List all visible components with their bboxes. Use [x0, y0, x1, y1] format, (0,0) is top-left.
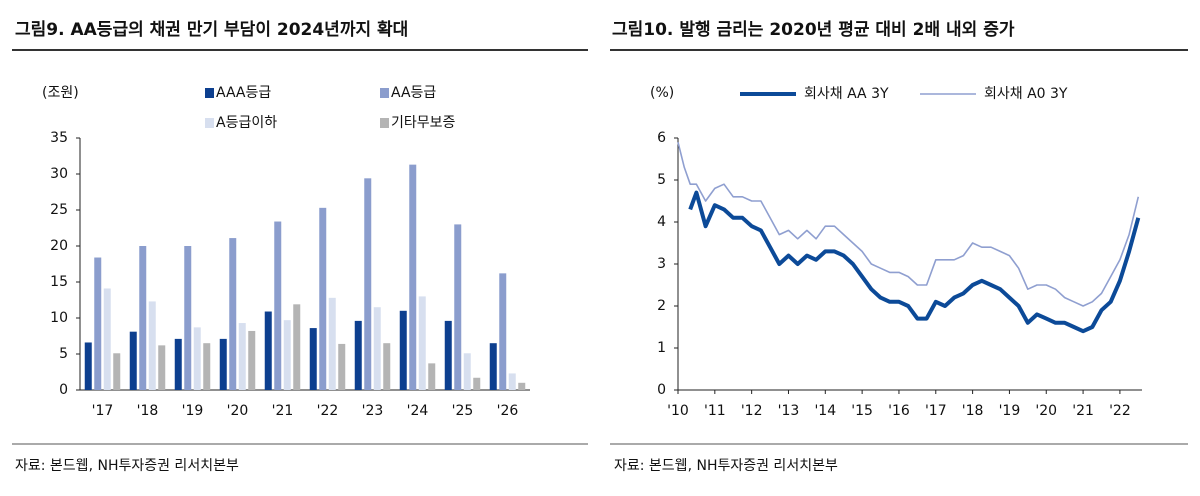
bar	[174, 338, 182, 390]
legend-swatch	[205, 88, 214, 98]
y-tick-label: 0	[657, 382, 666, 398]
bar	[399, 310, 407, 390]
bar	[444, 320, 452, 390]
x-tick-label: '25	[452, 403, 474, 419]
bar	[129, 331, 137, 390]
line-series	[677, 142, 1140, 307]
x-tick-label: '19	[182, 403, 204, 419]
x-tick-label: '12	[741, 403, 763, 419]
legend-label: 기타무보증	[391, 115, 456, 131]
x-tick-label: '22	[317, 403, 339, 419]
y-tick-label: 6	[657, 130, 666, 146]
bar	[103, 288, 111, 390]
bar	[84, 342, 92, 390]
source: 자료: 본드웹, NH투자증권 리서치본부	[15, 458, 239, 474]
bar	[383, 343, 391, 390]
legend-swatch	[205, 118, 214, 128]
bar	[238, 323, 246, 390]
x-tick-label: '18	[962, 403, 984, 419]
bar	[148, 301, 156, 390]
bar	[354, 320, 362, 390]
bar	[319, 207, 327, 390]
x-tick-label: '17	[925, 403, 947, 419]
bar	[274, 221, 282, 390]
x-tick-label: '21	[1072, 403, 1094, 419]
y-axis-label: (조원)	[42, 85, 79, 101]
bar	[219, 338, 227, 390]
x-tick-label: '18	[137, 403, 159, 419]
bar	[499, 273, 507, 390]
bar	[489, 343, 497, 390]
bar	[193, 327, 201, 390]
y-tick-label: 10	[50, 310, 68, 326]
bar	[264, 311, 272, 390]
x-tick-label: '21	[272, 403, 294, 419]
bar	[473, 377, 481, 390]
x-tick-label: '24	[407, 403, 429, 419]
bar	[463, 353, 471, 390]
bar	[454, 224, 462, 390]
legend-swatch	[380, 118, 389, 128]
y-tick-label: 4	[657, 214, 666, 230]
x-tick-label: '23	[362, 403, 384, 419]
x-tick-label: '17	[92, 403, 114, 419]
y-tick-label: 5	[59, 346, 68, 362]
legend-label: AAA등급	[216, 85, 271, 101]
legend-label: 회사채 AA 3Y	[804, 86, 889, 102]
y-tick-label: 15	[50, 274, 68, 290]
y-tick-label: 0	[59, 382, 68, 398]
bar	[113, 353, 121, 390]
bar	[518, 382, 526, 390]
x-tick-label: '26	[497, 403, 519, 419]
x-tick-label: '15	[851, 403, 873, 419]
y-tick-label: 3	[657, 256, 666, 272]
bar	[338, 343, 346, 390]
x-tick-label: '16	[888, 403, 910, 419]
legend-swatch	[380, 88, 389, 98]
bar	[508, 373, 516, 390]
y-tick-label: 30	[50, 166, 68, 182]
bar	[139, 246, 147, 390]
x-tick-label: '11	[704, 403, 726, 419]
bar	[364, 178, 372, 390]
bar	[409, 164, 417, 390]
bar	[203, 343, 211, 390]
x-tick-label: '13	[778, 403, 800, 419]
y-tick-label: 35	[50, 130, 68, 146]
x-tick-label: '19	[999, 403, 1021, 419]
y-tick-label: 20	[50, 238, 68, 254]
bar	[309, 328, 317, 390]
y-tick-label: 2	[657, 298, 666, 314]
legend-label: 회사채 A0 3Y	[984, 86, 1068, 102]
bar	[293, 304, 301, 390]
bar	[418, 296, 426, 390]
x-tick-label: '14	[814, 403, 836, 419]
y-tick-label: 1	[657, 340, 666, 356]
bar	[373, 307, 381, 390]
x-tick-label: '20	[227, 403, 249, 419]
bar	[283, 320, 291, 390]
y-tick-label: 5	[657, 172, 666, 188]
bar	[158, 345, 166, 390]
x-tick-label: '22	[1109, 403, 1131, 419]
line-series	[688, 190, 1141, 334]
x-tick-label: '10	[667, 403, 689, 419]
y-axis-label: (%)	[650, 85, 674, 101]
y-tick-label: 25	[50, 202, 68, 218]
chart-title: 그림10. 발행 금리는 2020년 평균 대비 2배 내외 증가	[612, 20, 1015, 40]
bar	[94, 257, 102, 390]
bar	[328, 297, 336, 390]
bar	[428, 363, 436, 390]
bar	[248, 330, 256, 390]
legend-label: A등급이하	[216, 115, 277, 131]
legend-label: AA등급	[391, 85, 436, 101]
bar	[184, 246, 192, 390]
x-tick-label: '20	[1035, 403, 1057, 419]
chart-title: 그림9. AA등급의 채권 만기 부담이 2024년까지 확대	[15, 20, 408, 40]
source: 자료: 본드웹, NH투자증권 리서치본부	[614, 458, 838, 474]
bar	[229, 238, 237, 390]
